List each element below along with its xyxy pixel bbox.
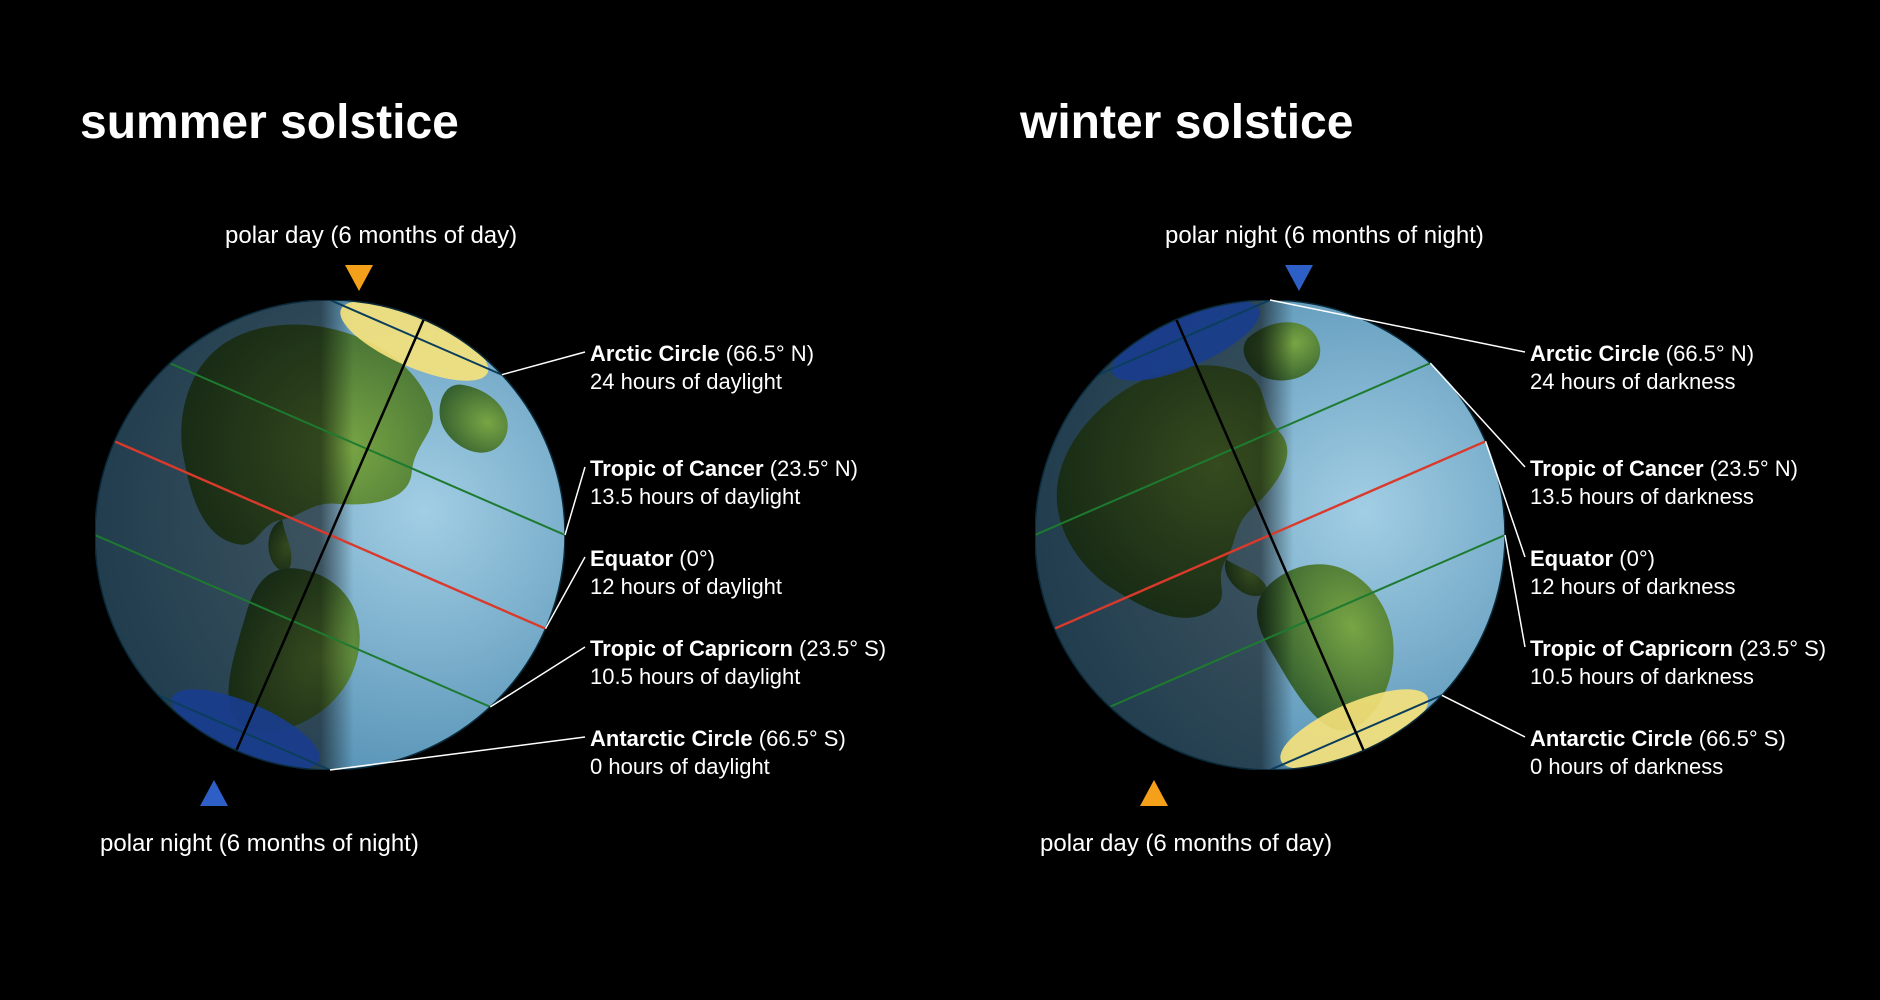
arrow-bottom-icon xyxy=(1140,780,1168,806)
lat-measure: darkness xyxy=(1665,484,1754,509)
lat-name: Antarctic Circle xyxy=(590,726,753,751)
lat-measure: daylight xyxy=(706,369,782,394)
lat-measure: daylight xyxy=(706,574,782,599)
lat-hours: 12 xyxy=(590,574,614,599)
lat-measure: daylight xyxy=(725,484,801,509)
lat-label: Antarctic Circle (66.5° S)0 hours of dar… xyxy=(1530,725,1786,780)
lat-deg: 0° xyxy=(687,546,708,571)
leader-line xyxy=(330,737,585,770)
polar-bottom-label: polar day (6 months of day) xyxy=(1040,830,1332,858)
polar-bottom-label: polar night (6 months of night) xyxy=(100,830,419,858)
lat-label: Antarctic Circle (66.5° S)0 hours of day… xyxy=(590,725,846,780)
leader-line xyxy=(1270,300,1525,352)
leader-line xyxy=(1430,363,1525,467)
leader-line xyxy=(1505,535,1525,647)
lat-name: Equator xyxy=(1530,546,1613,571)
lat-name: Tropic of Capricorn xyxy=(1530,636,1733,661)
lat-deg: 66.5° S xyxy=(1706,726,1778,751)
lat-deg: 66.5° S xyxy=(766,726,838,751)
lat-deg: 23.5° N xyxy=(1717,456,1791,481)
lat-label: Tropic of Cancer (23.5° N)13.5 hours of … xyxy=(1530,455,1798,510)
lat-label: Tropic of Capricorn (23.5° S)10.5 hours … xyxy=(1530,635,1826,690)
lat-deg: 66.5° N xyxy=(733,341,807,366)
arrow-bottom-icon xyxy=(200,780,228,806)
leader-line xyxy=(502,352,585,375)
lat-measure: daylight xyxy=(694,754,770,779)
leader-line xyxy=(546,557,586,629)
panel-winter: winter solstice polar night (6 months of… xyxy=(940,0,1880,1000)
lat-measure: darkness xyxy=(1634,754,1723,779)
lat-name: Arctic Circle xyxy=(590,341,720,366)
lat-name: Tropic of Capricorn xyxy=(590,636,793,661)
lat-name: Equator xyxy=(590,546,673,571)
lat-measure: daylight xyxy=(725,664,801,689)
leader-line xyxy=(490,647,585,707)
lat-hours: 13.5 xyxy=(1530,484,1573,509)
lat-label: Equator (0°)12 hours of daylight xyxy=(590,545,782,600)
lat-measure: darkness xyxy=(1665,664,1754,689)
lat-name: Antarctic Circle xyxy=(1530,726,1693,751)
lat-hours: 0 xyxy=(590,754,602,779)
lat-deg: 23.5° S xyxy=(806,636,878,661)
lat-measure: darkness xyxy=(1646,369,1735,394)
lat-label: Tropic of Capricorn (23.5° S)10.5 hours … xyxy=(590,635,886,690)
lat-name: Arctic Circle xyxy=(1530,341,1660,366)
lat-hours: 10.5 xyxy=(590,664,633,689)
lat-hours: 12 xyxy=(1530,574,1554,599)
panel-summer: summer solstice polar day (6 months of d… xyxy=(0,0,940,1000)
lat-measure: darkness xyxy=(1646,574,1735,599)
lat-hours: 10.5 xyxy=(1530,664,1573,689)
lat-label: Equator (0°)12 hours of darkness xyxy=(1530,545,1735,600)
lat-name: Tropic of Cancer xyxy=(1530,456,1704,481)
lat-deg: 0° xyxy=(1627,546,1648,571)
leader-line xyxy=(1442,695,1525,737)
lat-hours: 13.5 xyxy=(590,484,633,509)
lat-hours: 24 xyxy=(1530,369,1554,394)
lat-deg: 23.5° S xyxy=(1746,636,1818,661)
leader-line xyxy=(565,467,585,535)
lat-deg: 66.5° N xyxy=(1673,341,1747,366)
lat-hours: 0 xyxy=(1530,754,1542,779)
lat-name: Tropic of Cancer xyxy=(590,456,764,481)
lat-hours: 24 xyxy=(590,369,614,394)
lat-deg: 23.5° N xyxy=(777,456,851,481)
lat-label: Arctic Circle (66.5° N)24 hours of dayli… xyxy=(590,340,814,395)
lat-label: Arctic Circle (66.5° N)24 hours of darkn… xyxy=(1530,340,1754,395)
lat-label: Tropic of Cancer (23.5° N)13.5 hours of … xyxy=(590,455,858,510)
